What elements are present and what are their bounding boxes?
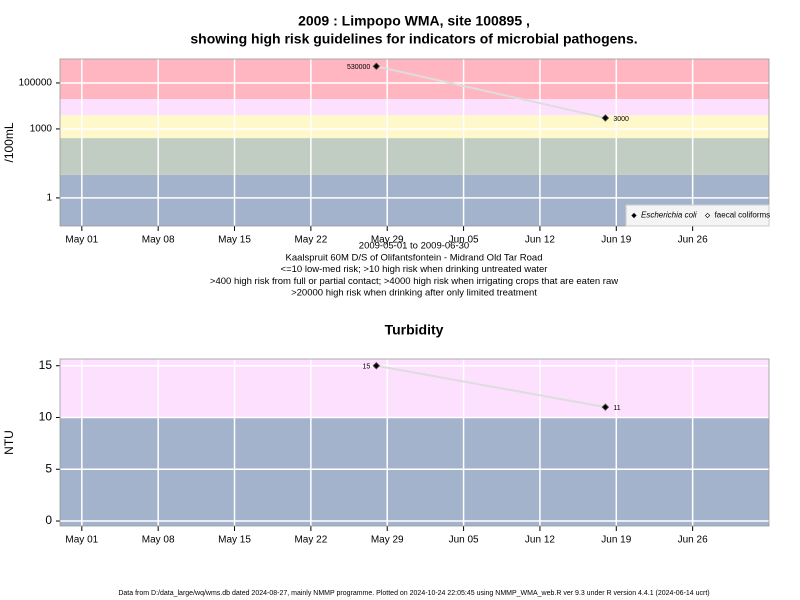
legend-box [625, 204, 770, 227]
x-tick-label: May 22 [294, 535, 327, 546]
x-tick-label: May 29 [371, 535, 404, 546]
data-label: 11 [613, 405, 620, 412]
legend-symbol [704, 212, 711, 219]
y-tick-label: 5 [45, 461, 52, 475]
guideline-band [60, 138, 769, 175]
chart-note: >20000 high risk when drinking after onl… [291, 288, 537, 299]
x-tick-label: Jun 19 [601, 535, 631, 546]
y-tick-label: 1000 [30, 124, 53, 135]
chart-note: Kaalspruit 60M D/S of Olifantsfontein - … [286, 252, 543, 263]
chart-note: >400 high risk from full or partial cont… [210, 276, 618, 287]
data-label: 530000 [347, 64, 370, 71]
x-tick-label: May 01 [65, 235, 98, 246]
x-tick-label: Jun 05 [449, 235, 479, 246]
x-tick-label: May 15 [218, 535, 251, 546]
chart-note: <=10 low-med risk; >10 high risk when dr… [281, 264, 548, 275]
chart-note: 2009-05-01 to 2009-06-30 [359, 241, 469, 252]
x-tick-label: May 15 [218, 235, 251, 246]
y-tick-label: 15 [39, 358, 53, 372]
x-tick-label: Jun 12 [525, 535, 555, 546]
x-tick-label: May 22 [294, 235, 327, 246]
chart-title: Turbidity [385, 322, 444, 338]
x-tick-label: May 01 [65, 535, 98, 546]
guideline-band [60, 115, 769, 139]
y-tick-label: 0 [45, 513, 52, 527]
x-tick-label: Jun 12 [525, 235, 555, 246]
guideline-band [60, 417, 769, 526]
legend-label: faecal coliforms [715, 211, 771, 220]
x-tick-label: May 29 [371, 235, 404, 246]
x-tick-label: Jun 26 [678, 535, 708, 546]
data-point [601, 403, 610, 411]
y-axis-label: NTU [2, 430, 16, 455]
data-label: 3000 [613, 116, 629, 123]
x-tick-label: May 08 [142, 235, 175, 246]
plot-frame [59, 358, 770, 527]
legend-symbol [631, 212, 637, 219]
x-tick-label: Jun 05 [449, 535, 479, 546]
chart-title: 2009 : Limpopo WMA, site 100895 , [298, 13, 530, 29]
guideline-band [60, 59, 769, 100]
y-tick-label: 10 [39, 410, 53, 424]
data-label: 15 [363, 364, 371, 371]
data-point [372, 361, 381, 370]
x-tick-label: May 08 [142, 535, 175, 546]
series-line [376, 364, 606, 409]
legend-label: Escherichia coli [641, 211, 697, 220]
x-tick-label: Jun 19 [601, 235, 631, 246]
series-line [376, 65, 606, 119]
x-tick-label: Jun 26 [678, 235, 708, 246]
guideline-band [60, 99, 769, 116]
y-tick-label: 1 [46, 193, 52, 204]
footer: Data from D:/data_large/wq/wms.db dated … [118, 590, 709, 597]
data-point [372, 62, 381, 71]
chart-title: showing high risk guidelines for indicat… [190, 31, 637, 47]
data-point [601, 114, 610, 122]
y-tick-label: 100000 [19, 78, 53, 89]
guideline-band [60, 359, 769, 418]
y-axis-label: /100mL [2, 122, 16, 162]
plot-frame [59, 58, 770, 227]
